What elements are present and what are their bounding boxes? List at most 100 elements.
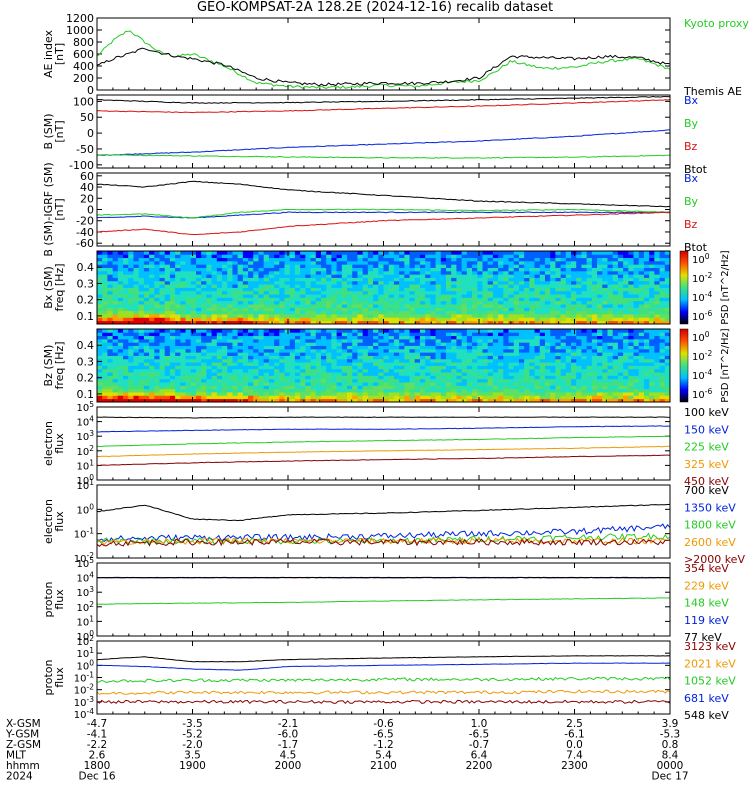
heatmap-cell — [482, 300, 489, 305]
heatmap-cell — [524, 352, 530, 356]
heatmap-cell — [352, 277, 358, 282]
heatmap-cell — [274, 365, 280, 370]
heatmap-cell — [305, 294, 311, 298]
heatmap-cell — [628, 388, 634, 393]
heatmap-cell — [232, 358, 239, 363]
heatmap-cell — [602, 355, 608, 360]
heatmap-cell — [206, 378, 212, 383]
heatmap-cell — [508, 342, 515, 346]
heatmap-cell — [560, 304, 567, 308]
heatmap-cell — [550, 362, 556, 366]
heatmap-cell — [440, 362, 447, 366]
heatmap-cell — [430, 284, 436, 288]
heatmap-cell — [529, 277, 535, 282]
heatmap-cell — [149, 304, 155, 308]
heatmap-cell — [190, 260, 197, 265]
heatmap-cell — [565, 378, 572, 383]
heatmap-cell — [477, 385, 483, 390]
heatmap-cell — [294, 307, 301, 312]
heatmap-cell — [524, 388, 530, 393]
heatmap-cell — [498, 320, 504, 325]
heatmap-cell — [274, 290, 280, 295]
heatmap-cell — [508, 287, 515, 292]
heatmap-cell — [659, 284, 666, 288]
heatmap-cell — [654, 267, 660, 272]
heatmap-cell — [524, 297, 530, 302]
colorbar-tick-label: 10-6 — [692, 309, 712, 323]
heatmap-cell — [388, 392, 395, 396]
heatmap-cell — [623, 382, 629, 386]
heatmap-cell — [581, 270, 588, 275]
heatmap-cell — [300, 388, 306, 393]
heatmap-cell — [649, 297, 655, 302]
heatmap-cell — [534, 398, 541, 403]
heatmap-cell — [169, 375, 176, 380]
heatmap-cell — [357, 280, 364, 285]
heatmap-cell — [367, 388, 374, 393]
heatmap-cell — [206, 375, 212, 380]
heatmap-cell — [185, 300, 192, 305]
heatmap-cell — [607, 294, 614, 298]
heatmap-cell — [539, 358, 546, 363]
heatmap-cell — [102, 362, 108, 366]
y-tick-label: -100 — [69, 159, 94, 172]
heatmap-cell — [581, 307, 588, 312]
heatmap-cell — [560, 352, 567, 356]
heatmap-cell — [425, 251, 431, 255]
heatmap-cell — [195, 372, 202, 376]
y-tick-label: -60 — [76, 237, 94, 250]
heatmap-cell — [492, 304, 499, 308]
heatmap-cell — [456, 342, 463, 346]
heatmap-cell — [607, 345, 614, 350]
heatmap-cell — [149, 287, 155, 292]
heatmap-cell — [201, 274, 207, 278]
heatmap-cell — [638, 300, 645, 305]
heatmap-cell — [477, 395, 483, 400]
heatmap-cell — [518, 300, 525, 305]
heatmap-cell — [232, 294, 239, 298]
heatmap-cell — [357, 300, 364, 305]
heatmap-cell — [138, 355, 145, 360]
heatmap-cell — [263, 372, 270, 376]
heatmap-cell — [430, 372, 436, 376]
heatmap-cell — [232, 320, 239, 325]
heatmap-cell — [524, 372, 530, 376]
heatmap-cell — [164, 338, 171, 343]
heatmap-cell — [451, 378, 457, 383]
heatmap-cell — [248, 385, 254, 390]
heatmap-cell — [612, 362, 619, 366]
heatmap-cell — [117, 264, 124, 268]
heatmap-cell — [143, 260, 150, 265]
heatmap-cell — [258, 294, 265, 298]
heatmap-cell — [414, 277, 421, 282]
heatmap-cell — [440, 294, 447, 298]
heatmap-cell — [508, 352, 515, 356]
heatmap-cell — [393, 378, 400, 383]
heatmap-cell — [560, 368, 567, 373]
heatmap-cell — [555, 270, 562, 275]
heatmap-cell — [253, 365, 259, 370]
heatmap-cell — [123, 332, 129, 337]
heatmap-cell — [211, 310, 218, 315]
heatmap-cell — [633, 264, 640, 268]
heatmap-cell — [446, 345, 452, 350]
heatmap-cell — [550, 342, 556, 346]
heatmap-cell — [633, 254, 640, 259]
heatmap-cell — [326, 300, 332, 305]
heatmap-cell — [409, 332, 416, 337]
heatmap-cell — [633, 260, 640, 265]
heatmap-cell — [242, 338, 249, 343]
heatmap-cell — [352, 332, 358, 337]
heatmap-cell — [492, 345, 499, 350]
heatmap-cell — [378, 304, 384, 308]
heatmap-cell — [383, 372, 390, 376]
heatmap-cell — [518, 388, 525, 393]
heatmap-cell — [617, 392, 624, 396]
ylabel: B (SM) — [42, 113, 55, 149]
heatmap-cell — [664, 314, 671, 318]
heatmap-cell — [331, 287, 338, 292]
heatmap-cell — [347, 314, 353, 318]
heatmap-cell — [258, 267, 265, 272]
heatmap-cell — [461, 388, 468, 393]
heatmap-cell — [560, 257, 567, 262]
